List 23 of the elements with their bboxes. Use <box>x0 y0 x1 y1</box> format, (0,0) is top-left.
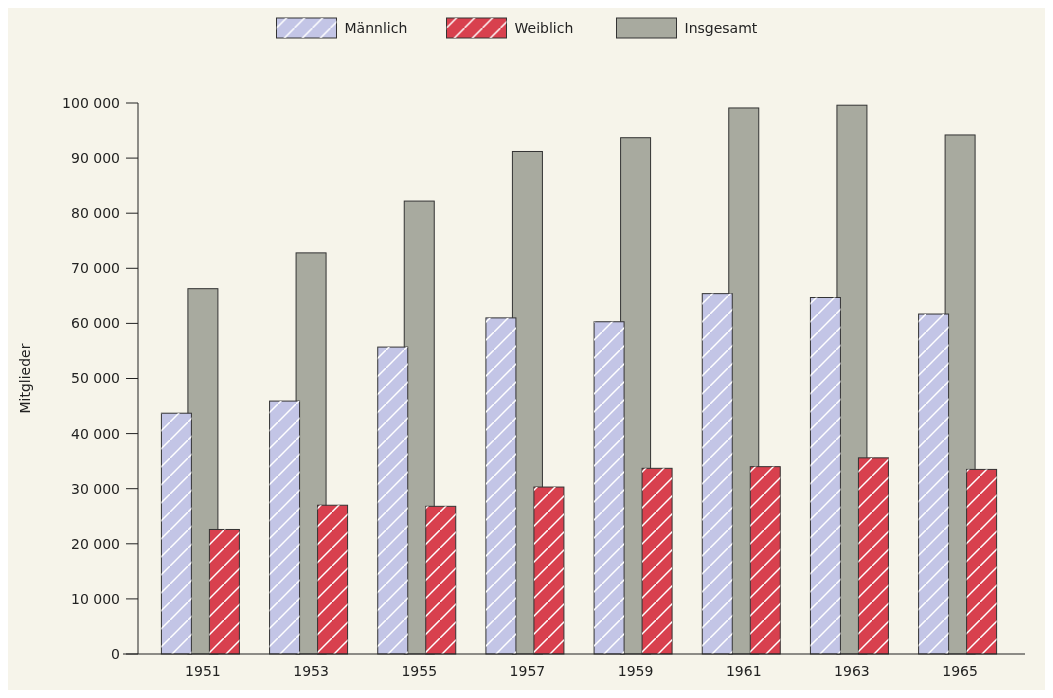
y-tick-label: 90 000 <box>71 150 120 166</box>
y-tick-label: 60 000 <box>71 315 120 332</box>
y-tick-label: 100 000 <box>62 94 120 111</box>
x-tick-label: 1951 <box>185 663 221 679</box>
x-tick-label: 1957 <box>509 663 546 679</box>
y-tick-label: 20 000 <box>71 535 120 552</box>
legend-label: Männlich <box>344 19 408 36</box>
x-tick-label: 1961 <box>725 663 762 679</box>
y-tick-label: 0 <box>111 645 120 662</box>
x-tick-label: 1953 <box>293 663 329 679</box>
x-tick-label: 1965 <box>942 663 978 679</box>
y-tick-label: 30 000 <box>71 480 120 497</box>
y-tick-label: 80 000 <box>71 205 120 222</box>
x-tick-label: 1963 <box>834 663 870 679</box>
y-tick-label: 10 000 <box>71 590 120 607</box>
legend-label: Weiblich <box>514 19 574 36</box>
x-tick-label: 1955 <box>401 663 438 679</box>
y-tick-label: 70 000 <box>71 260 120 277</box>
y-tick-label: 40 000 <box>71 425 120 442</box>
y-tick-label: 50 000 <box>71 370 120 387</box>
legend-label: Insgesamt <box>684 19 758 36</box>
y-axis-title: Mitglieder <box>17 343 33 414</box>
x-tick-label: 1959 <box>617 663 654 679</box>
